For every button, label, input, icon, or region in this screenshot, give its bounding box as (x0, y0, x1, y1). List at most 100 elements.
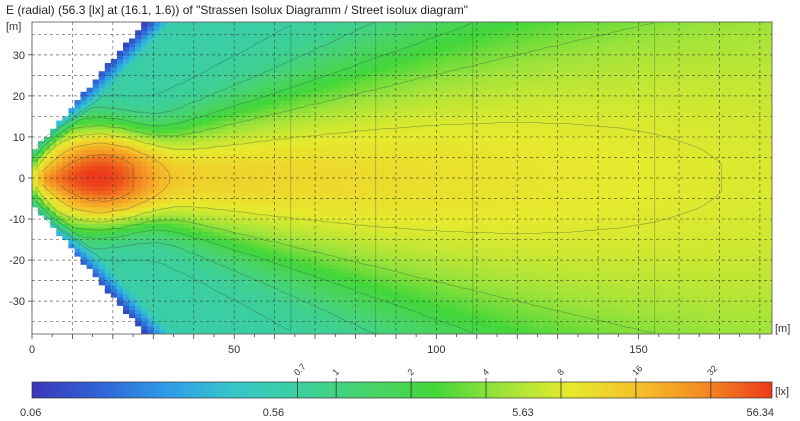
heatmap-cell (426, 297, 433, 302)
heatmap-cell (450, 223, 458, 228)
heatmap-cell (347, 141, 355, 146)
heatmap-cell (189, 251, 197, 257)
heatmap-cell (438, 182, 446, 187)
heatmap-cell (92, 206, 100, 212)
heatmap-cell (165, 91, 173, 97)
heatmap-cell (286, 83, 294, 89)
heatmap-cell (183, 309, 191, 315)
heatmap-cell (268, 108, 276, 113)
heatmap-cell (371, 268, 379, 274)
heatmap-cell (244, 30, 251, 35)
heatmap-cell (462, 309, 470, 315)
heatmap-cell (104, 75, 112, 81)
heatmap-cell (213, 132, 221, 138)
heatmap-cell (414, 132, 421, 138)
heatmap-cell (298, 272, 306, 278)
heatmap-cell (159, 186, 167, 191)
heatmap-cell (468, 305, 476, 310)
heatmap-cell (262, 214, 270, 220)
heatmap-cell (135, 87, 142, 93)
heatmap-cell (353, 71, 361, 76)
heatmap-cell (280, 38, 288, 44)
heatmap-cell (189, 292, 197, 298)
heatmap-cell (201, 186, 209, 191)
heatmap-cell (195, 280, 203, 286)
heatmap-cell (122, 108, 130, 113)
heatmap-cell (353, 87, 361, 93)
heatmap-cell (450, 321, 458, 327)
heatmap-cell (468, 210, 476, 216)
heatmap-cell (80, 157, 88, 163)
heatmap-cell (304, 309, 312, 315)
heatmap-cell (116, 198, 124, 204)
heatmap-cell (347, 75, 355, 81)
heatmap-cell (177, 132, 185, 138)
heatmap-cell (183, 317, 191, 323)
heatmap-cell (286, 210, 294, 216)
heatmap-cell (298, 214, 306, 220)
heatmap-cell (304, 153, 312, 159)
heatmap-cell (353, 26, 361, 31)
heatmap-cell (353, 54, 361, 60)
heatmap-cell (377, 145, 385, 150)
heatmap-cell (474, 297, 482, 302)
heatmap-cell (177, 104, 185, 109)
heatmap-cell (420, 309, 427, 315)
heatmap-cell (98, 227, 106, 232)
heatmap-cell (408, 251, 415, 257)
heatmap-cell (147, 141, 154, 146)
heatmap-cell (195, 145, 203, 150)
heatmap-cell (98, 136, 106, 142)
heatmap-cell (116, 292, 124, 298)
heatmap-cell (304, 292, 312, 298)
heatmap-cell (353, 198, 361, 204)
heatmap-cell (220, 116, 227, 122)
heatmap-cell (395, 206, 403, 212)
heatmap-cell (135, 95, 142, 101)
heatmap-cell (402, 178, 409, 183)
heatmap-cell (207, 50, 215, 56)
heatmap-cell (92, 79, 100, 85)
heatmap-cell (153, 251, 160, 257)
heatmap-cell (256, 194, 264, 200)
heatmap-cell (292, 219, 300, 224)
heatmap-cell (268, 71, 276, 76)
heatmap-cell (92, 219, 100, 224)
heatmap-cell (280, 247, 288, 253)
heatmap-cell (268, 91, 276, 97)
heatmap-cell (232, 104, 239, 109)
heatmap-cell (341, 292, 349, 298)
heatmap-cell (177, 305, 185, 310)
heatmap-cell (432, 128, 439, 134)
heatmap-cell (116, 132, 124, 138)
heatmap-cell (353, 227, 361, 232)
heatmap-cell (335, 54, 342, 60)
heatmap-cell (444, 272, 452, 278)
heatmap-cell (129, 247, 136, 253)
heatmap-cell (189, 325, 197, 331)
heatmap-cell (268, 145, 276, 150)
heatmap-cell (98, 161, 106, 167)
heatmap-cell (329, 42, 336, 48)
heatmap-cell (335, 256, 342, 261)
heatmap-cell (450, 87, 458, 93)
heatmap-cell (68, 178, 76, 183)
heatmap-cell (317, 30, 324, 35)
heatmap-cell (317, 202, 324, 208)
heatmap-cell (80, 128, 88, 134)
heatmap-cell (171, 153, 179, 159)
heatmap-cell (402, 288, 409, 294)
heatmap-cell (104, 100, 112, 105)
heatmap-cell (256, 100, 264, 105)
heatmap-cell (153, 305, 160, 310)
heatmap-cell (432, 63, 439, 68)
heatmap-cell (323, 157, 330, 163)
heatmap-cell (317, 301, 324, 306)
heatmap-cell (268, 46, 276, 52)
heatmap-cell (183, 34, 191, 40)
heatmap-cell (377, 95, 385, 101)
heatmap-cell (383, 305, 391, 310)
heatmap-cell (462, 38, 470, 44)
heatmap-cell (377, 313, 385, 319)
heatmap-cell (141, 190, 148, 196)
